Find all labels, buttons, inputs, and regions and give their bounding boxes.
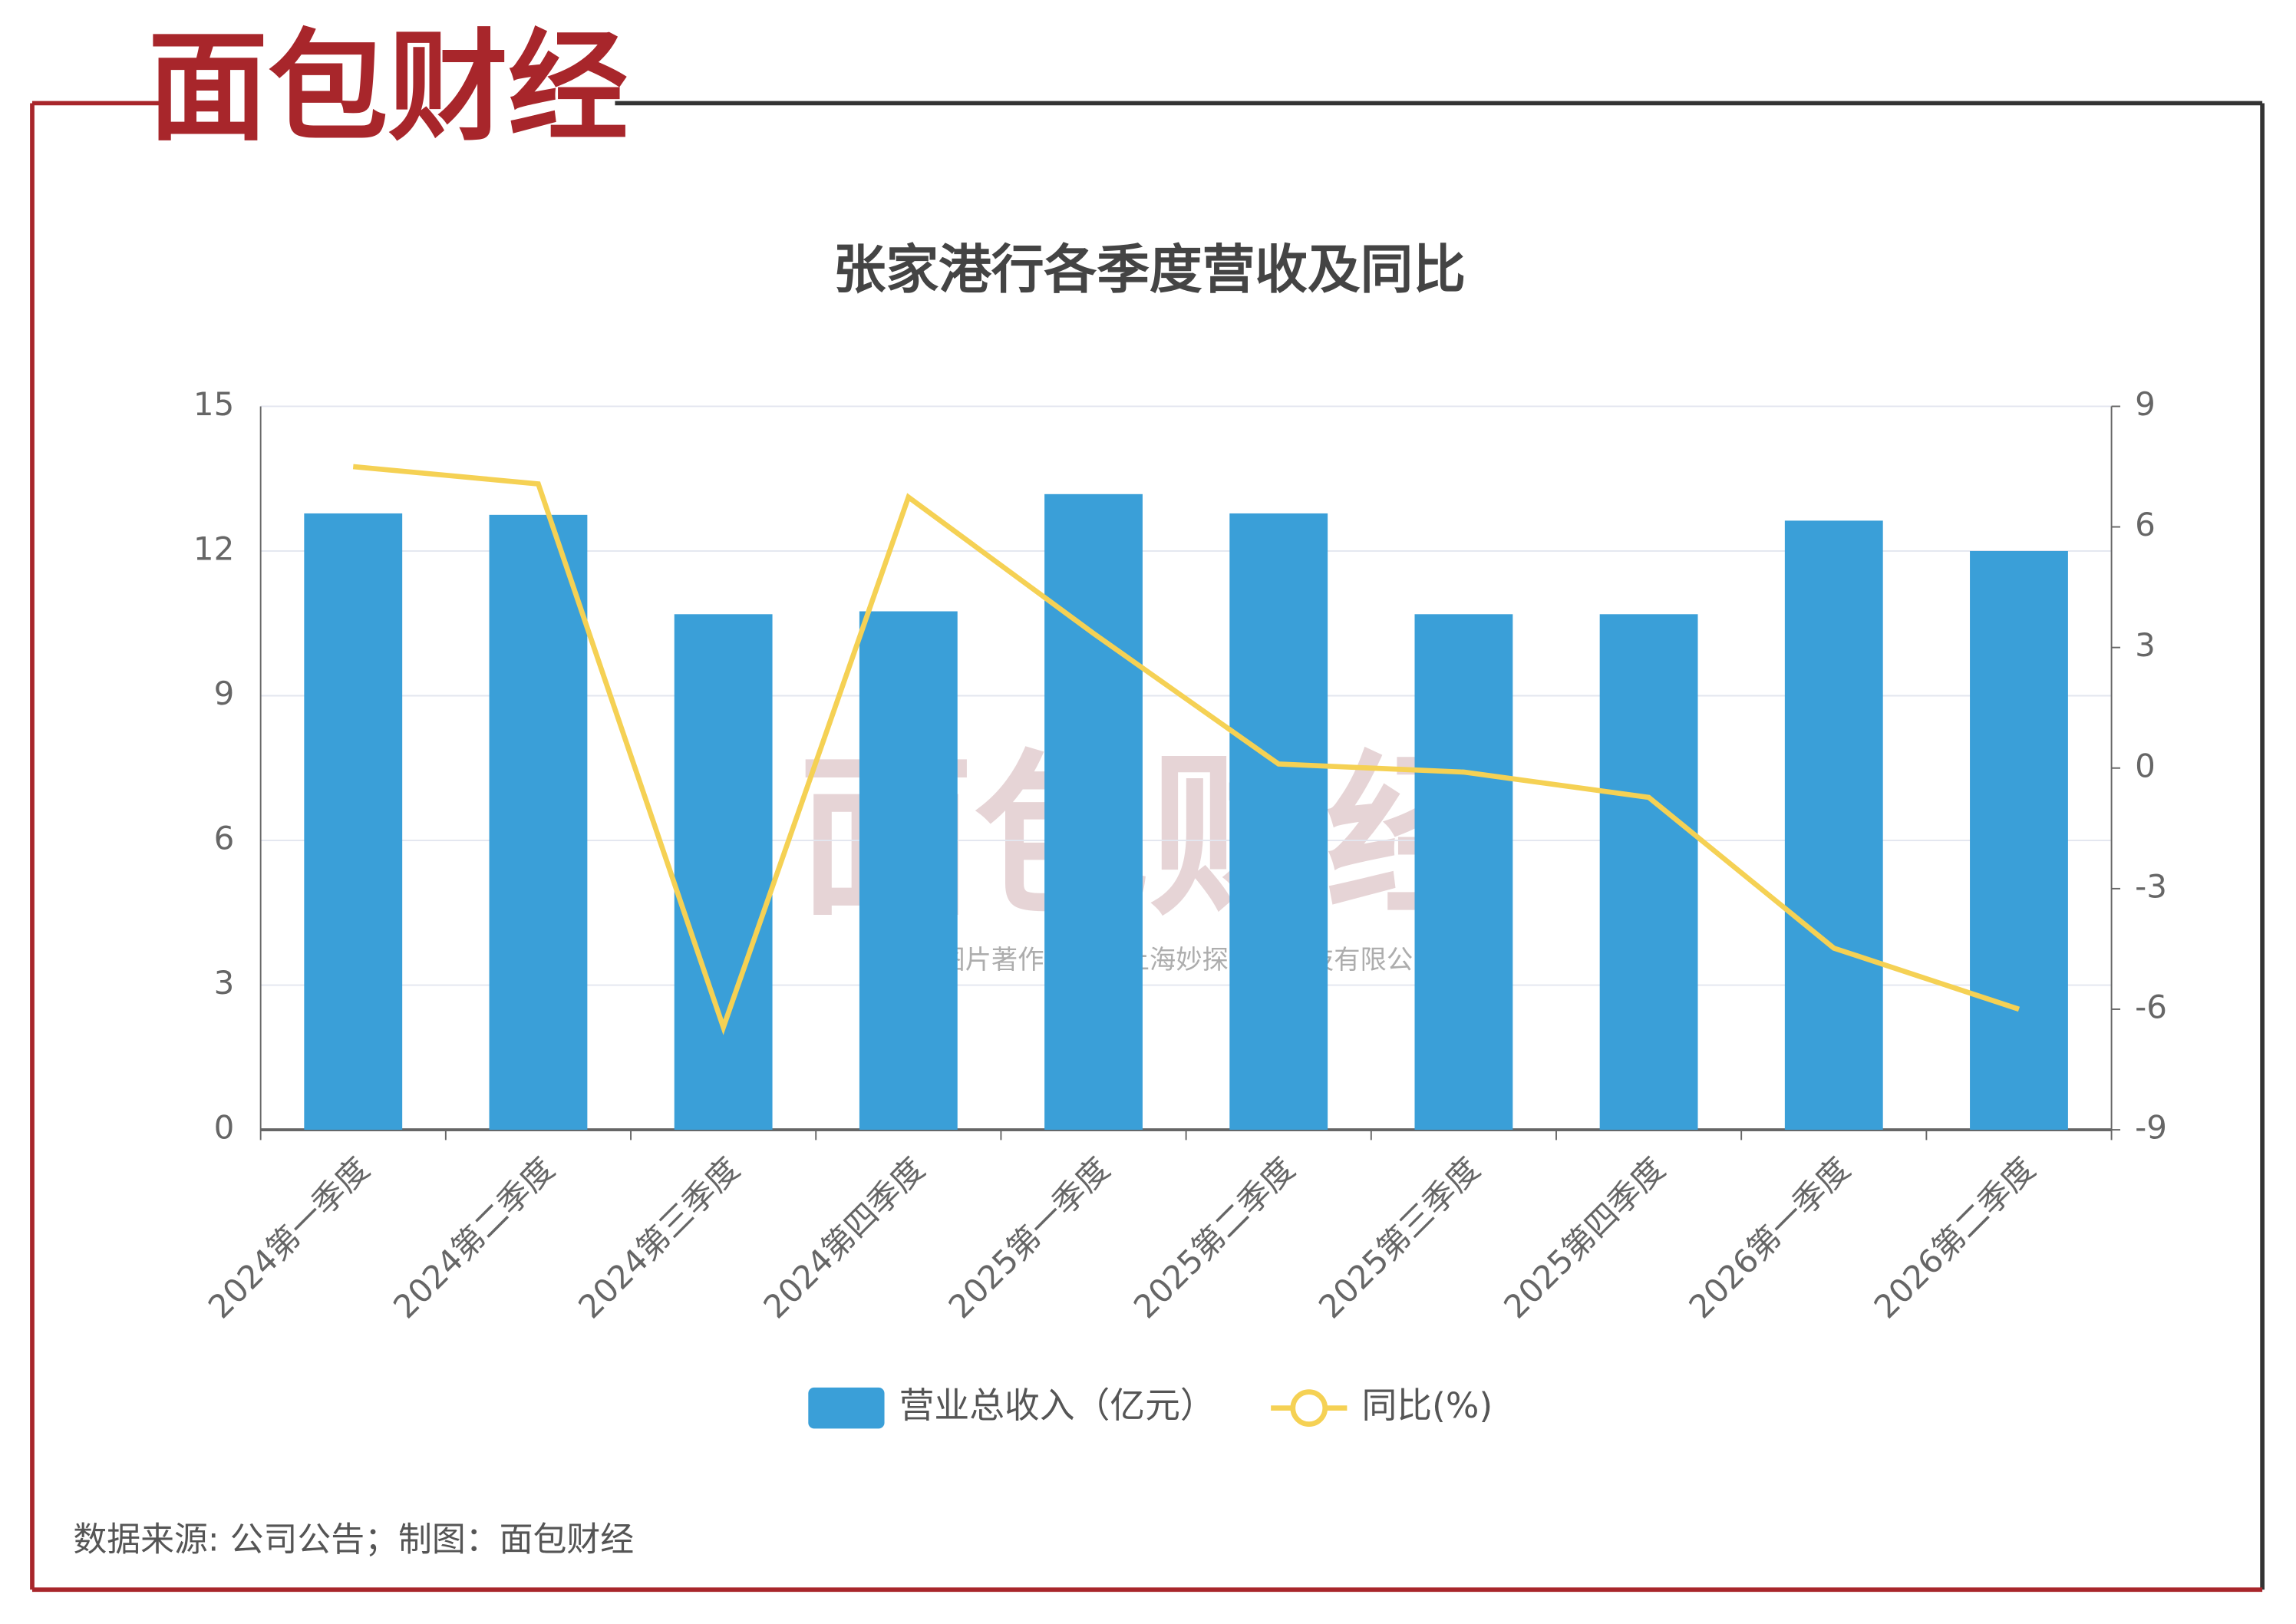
- bar: [1599, 614, 1698, 1131]
- legend-swatch: [1290, 1389, 1328, 1427]
- y-tick-label: 0: [214, 1109, 235, 1147]
- y-tick-label: 3: [214, 964, 235, 1002]
- y-tick-label: 6: [214, 820, 235, 857]
- y2-tick-label: -9: [2135, 1109, 2167, 1147]
- bar: [1970, 550, 2068, 1131]
- legend-swatch: [808, 1387, 885, 1429]
- bar: [304, 513, 403, 1131]
- y2-tick-label: -3: [2135, 867, 2167, 905]
- x-tick-label: 2024第四季度: [756, 1150, 932, 1325]
- bar: [1414, 614, 1513, 1131]
- y2-tick-label: -6: [2135, 988, 2167, 1025]
- x-tick-label: 2026第一季度: [1681, 1150, 1857, 1325]
- y-tick-label: 15: [193, 385, 234, 423]
- y2-tick-label: 3: [2135, 626, 2156, 664]
- logo: 面包财经: [148, 18, 628, 157]
- source: 数据来源: 公司公告；制图：面包财经: [73, 1520, 634, 1559]
- x-tick-label: 2025第二季度: [1127, 1150, 1302, 1325]
- legend-label: 营业总收入（亿元）: [899, 1385, 1216, 1426]
- bar: [674, 614, 773, 1131]
- y2-tick-label: 6: [2135, 506, 2156, 543]
- y-tick-label: 12: [193, 530, 234, 567]
- x-tick-label: 2025第三季度: [1311, 1150, 1487, 1325]
- x-tick-label: 2024第三季度: [571, 1150, 747, 1325]
- y2-tick-label: 0: [2135, 747, 2156, 784]
- bar: [1229, 513, 1328, 1131]
- bar: [489, 514, 588, 1131]
- y2-tick-label: 9: [2135, 385, 2156, 423]
- bar: [1784, 520, 1883, 1131]
- chart-title: 张家港行各季度营收及同比: [833, 239, 1466, 301]
- line: [352, 464, 2021, 1035]
- y-tick-label: 9: [214, 675, 235, 712]
- x-tick-label: 2024第一季度: [201, 1150, 377, 1325]
- x-tick-label: 2024第二季度: [386, 1150, 562, 1325]
- x-tick-label: 2026第二季度: [1867, 1150, 2043, 1325]
- legend-label: 同比(%): [1361, 1385, 1493, 1426]
- x-tick-label: 2025第四季度: [1496, 1150, 1672, 1325]
- bar: [859, 611, 958, 1131]
- bar: [1044, 493, 1143, 1131]
- x-tick-label: 2025第一季度: [942, 1150, 1117, 1325]
